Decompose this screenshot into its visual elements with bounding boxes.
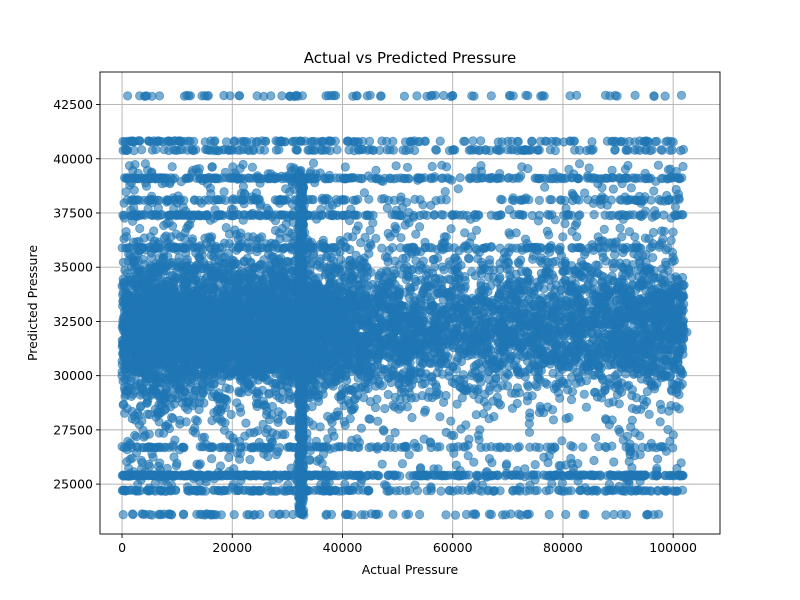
data-point bbox=[383, 257, 393, 267]
data-point bbox=[224, 384, 235, 394]
data-point bbox=[608, 263, 619, 273]
data-point bbox=[474, 394, 484, 404]
data-point bbox=[398, 253, 408, 264]
data-point bbox=[660, 257, 671, 267]
data-point bbox=[644, 409, 654, 419]
data-point bbox=[557, 436, 567, 446]
data-point bbox=[601, 256, 611, 266]
data-points bbox=[117, 90, 692, 520]
data-point bbox=[617, 232, 627, 242]
data-point bbox=[476, 265, 486, 275]
data-point bbox=[485, 255, 495, 265]
data-point bbox=[373, 416, 383, 426]
data-point bbox=[542, 379, 552, 389]
data-point bbox=[429, 262, 440, 272]
data-point bbox=[593, 260, 603, 270]
data-point bbox=[258, 276, 268, 286]
data-point bbox=[616, 387, 627, 397]
data-point bbox=[380, 403, 390, 414]
data-point bbox=[648, 273, 659, 283]
chart-title: Actual vs Predicted Pressure bbox=[304, 49, 516, 67]
data-point bbox=[674, 389, 684, 400]
